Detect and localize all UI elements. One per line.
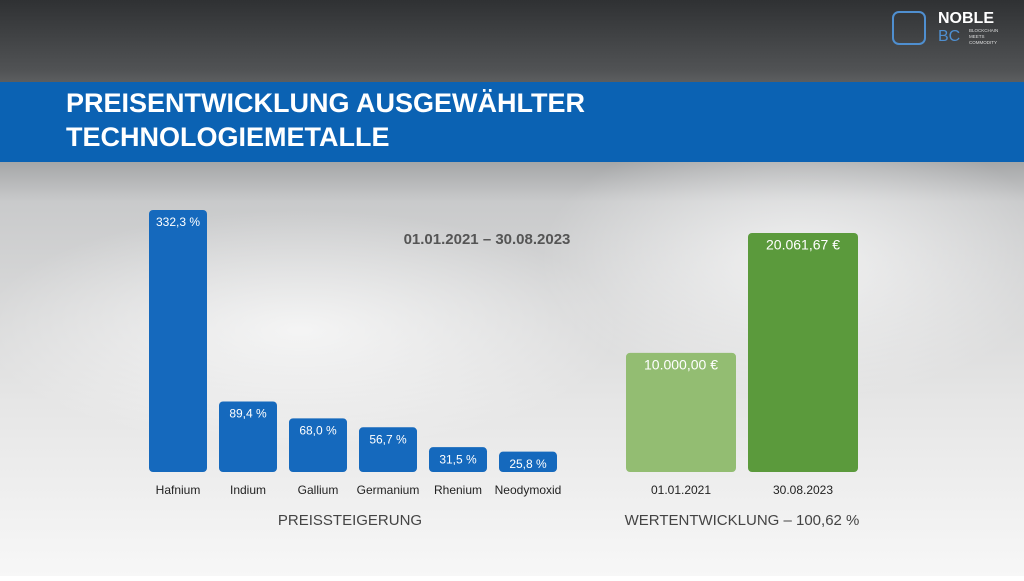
bar [748,233,858,472]
logo: NOBLE BC BLOCKCHAIN MEETS COMMODITY [892,10,998,45]
title-bar [0,82,1024,162]
logo-tagline: MEETS [969,34,985,39]
value-label: 25,8 % [509,457,547,471]
x-tick-label: Hafnium [156,483,201,497]
slide-title: PREISENTWICKLUNG AUSGEWÄHLTER [66,88,585,118]
value-label: 10.000,00 € [644,357,718,373]
logo-name: NOBLE [938,10,994,27]
bar [289,418,347,472]
logo-tagline: BLOCKCHAIN [969,28,998,33]
x-tick-label: Gallium [298,483,339,497]
bar [429,447,487,472]
value-label: 31,5 % [439,452,477,466]
x-tick-label: Neodymoxid [495,483,562,497]
value-label: 56,7 % [369,432,407,446]
logo-icon [892,11,926,45]
x-tick-label: 30.08.2023 [773,483,833,497]
x-tick-label: 01.01.2021 [651,483,711,497]
x-axis-label: PREISSTEIGERUNG [278,512,422,529]
x-tick-label: Indium [230,483,266,497]
bar [359,427,417,472]
value-label: 20.061,67 € [766,237,840,253]
x-tick-label: Germanium [357,483,420,497]
bar [219,401,277,472]
value-label: 332,3 % [156,215,200,229]
bar [626,352,736,472]
x-axis-label: WERTENTWICKLUNG – 100,62 % [625,512,860,529]
logo-tagline: COMMODITY [969,40,997,45]
slide-title: TECHNOLOGIEMETALLE [66,122,390,152]
bar [149,210,207,472]
value-label: 89,4 % [229,407,267,421]
bar [499,451,557,472]
value-label: 68,0 % [299,424,337,438]
period: 01.01.2021 – 30.08.2023 [404,231,571,248]
x-tick-label: Rhenium [434,483,482,497]
logo-short: BC [938,28,960,45]
